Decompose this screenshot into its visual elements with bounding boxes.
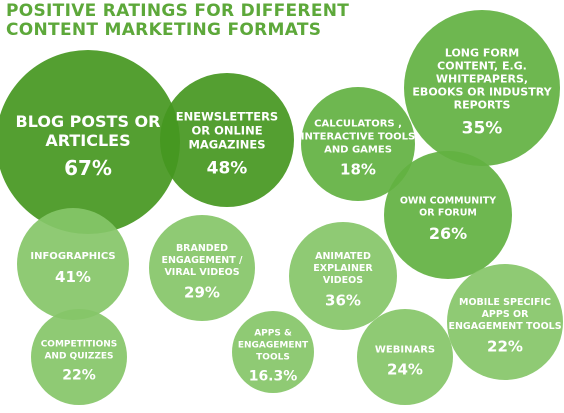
bubble-label: EXPLAINER [313,263,373,274]
bubble-label: MOBILE SPECIFIC [459,297,551,308]
bubble-value: 16.3% [249,369,298,385]
bubble-2: CALCULATORS , INTERACTIVE TOOLS AND GAMES 1… [301,87,416,201]
bubble-label: AND QUIZZES [44,352,113,362]
bubble-label: ARTICLES [45,131,130,150]
bubble-9: COMPETITIONS AND QUIZZES 22% [31,309,127,405]
bubble-circle [301,87,415,201]
bubble-label: COMPETITIONS [41,340,118,350]
bubble-label: OR ONLINE [191,124,262,138]
bubble-label: WHITEPAPERS, [436,72,528,85]
bubble-label: AND GAMES [324,144,392,155]
bubble-11: WEBINARS 24% [357,309,453,405]
bubble-circle [404,10,560,166]
bubble-circle [160,73,294,207]
bubble-circle [0,50,180,234]
bubble-circle [232,311,314,393]
bubble-value: 26% [429,224,467,243]
bubble-circle [384,151,512,279]
bubble-label: INTERACTIVE TOOLS [301,131,416,142]
bubble-label: ENGAGEMENT TOOLS [448,321,561,332]
bubble-label: WEBINARS [375,344,435,355]
bubble-10: APPS & ENGAGEMENT TOOLS 16.3% [232,311,314,393]
bubble-label: REPORTS [454,98,511,111]
bubble-label: OR FORUM [419,208,477,219]
bubble-label: VIDEOS [323,275,363,286]
chart-title-line-1: POSITIVE RATINGS FOR DIFFERENT [6,1,350,21]
chart-title: POSITIVE RATINGS FOR DIFFERENT CONTENT M… [6,2,349,40]
bubble-label: BRANDED [176,243,228,254]
bubble-value: 35% [462,118,503,138]
bubble-circle [357,309,453,405]
bubble-label: ENEWSLETTERS [176,110,278,124]
bubble-label: OWN COMMUNITY [400,196,496,207]
bubble-label: INFOGRAPHICS [30,251,115,262]
bubble-label: ANIMATED [315,251,371,262]
chart-title-line-2: CONTENT MARKETING FORMATS [6,20,322,40]
bubble-circle [17,208,129,320]
bubble-value: 22% [62,368,96,384]
bubble-value: 24% [387,361,423,379]
bubble-5: INFOGRAPHICS 41% [17,208,129,320]
bubble-value: 36% [325,291,361,309]
bubble-value: 29% [184,283,220,301]
bubble-value: 67% [64,156,112,180]
bubble-label: APPS & [254,329,292,339]
bubble-label: VIRAL VIDEOS [164,267,239,278]
bubble-label: LONG FORM [445,46,519,59]
bubble-circle [31,309,127,405]
bubble-circle [149,215,255,321]
bubble-circle [447,264,563,380]
bubble-label: MAGAZINES [188,138,265,152]
bubble-label: CALCULATORS , [314,118,402,129]
bubble-label: ENGAGEMENT / [161,255,243,266]
bubble-label: APPS OR [482,309,530,320]
bubble-label: TOOLS [256,353,290,363]
bubble-label: BLOG POSTS OR [16,112,161,131]
bubble-value: 22% [487,337,523,355]
bubble-label: EBOOKS OR INDUSTRY [412,85,552,98]
bubble-value: 41% [55,268,91,286]
bubble-label: CONTENT, E.G. [437,59,527,72]
bubble-circle [289,222,397,330]
bubble-label: ENGAGEMENT [238,341,309,351]
bubble-value: 18% [340,161,376,179]
bubble-value: 48% [207,159,248,179]
